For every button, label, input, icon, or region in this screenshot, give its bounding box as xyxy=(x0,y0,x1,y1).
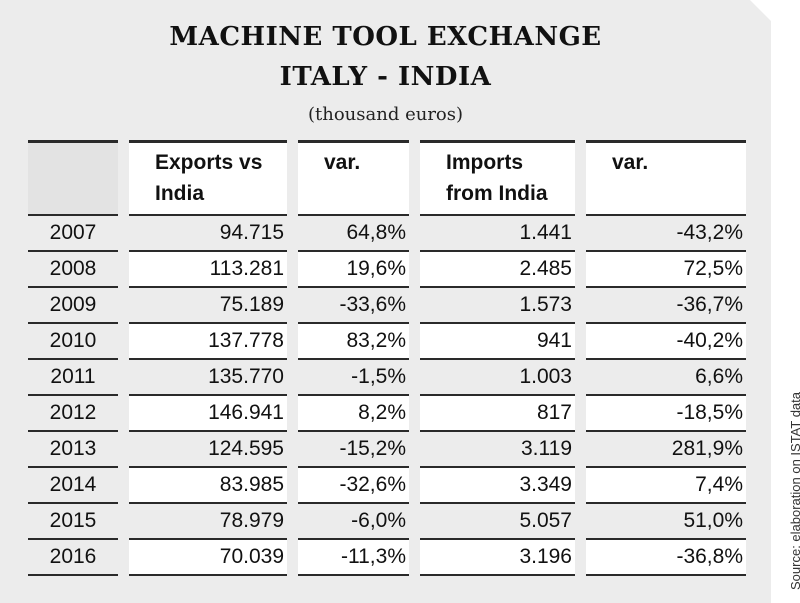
cell-exports: 75.189 xyxy=(129,288,287,324)
table-row: 2013 124.595 -15,2% 3.119 281,9% xyxy=(28,432,746,468)
cell-year: 2015 xyxy=(28,504,118,540)
source-note: Source: elaboration on ISTAT data xyxy=(788,391,800,590)
cell-exports: 83.985 xyxy=(129,468,287,504)
header-row: Exports vs India var. Imports from India… xyxy=(28,140,746,216)
cell-exports-var: -6,0% xyxy=(298,504,409,540)
header-exports: Exports vs India xyxy=(129,140,287,216)
table-row: 2016 70.039 -11,3% 3.196 -36,8% xyxy=(28,540,746,576)
cell-imports: 1.573 xyxy=(420,288,575,324)
cell-exports-var: 83,2% xyxy=(298,324,409,360)
header-imports-var: var. xyxy=(586,140,746,216)
table-row: 2009 75.189 -33,6% 1.573 -36,7% xyxy=(28,288,746,324)
cell-exports: 146.941 xyxy=(129,396,287,432)
cell-year: 2007 xyxy=(28,216,118,252)
cell-imports: 5.057 xyxy=(420,504,575,540)
cell-exports-var: -11,3% xyxy=(298,540,409,576)
table-row: 2011 135.770 -1,5% 1.003 6,6% xyxy=(28,360,746,396)
data-table: Exports vs India var. Imports from India… xyxy=(17,140,757,576)
header-exports-var: var. xyxy=(298,140,409,216)
cell-exports: 70.039 xyxy=(129,540,287,576)
cell-year: 2013 xyxy=(28,432,118,468)
cell-imports: 3.119 xyxy=(420,432,575,468)
cell-year: 2010 xyxy=(28,324,118,360)
cell-imports: 817 xyxy=(420,396,575,432)
cell-year: 2014 xyxy=(28,468,118,504)
cell-year: 2012 xyxy=(28,396,118,432)
cell-exports-var: 64,8% xyxy=(298,216,409,252)
cell-imports-var: 281,9% xyxy=(586,432,746,468)
cell-exports-var: -33,6% xyxy=(298,288,409,324)
header-imports-var-label: var. xyxy=(612,151,649,174)
cell-imports-var: -36,7% xyxy=(586,288,746,324)
title-line-2: ITALY - INDIA xyxy=(279,62,492,92)
cell-imports-var: -18,5% xyxy=(586,396,746,432)
cell-imports: 1.003 xyxy=(420,360,575,396)
cell-year: 2011 xyxy=(28,360,118,396)
table-row: 2007 94.715 64,8% 1.441 -43,2% xyxy=(28,216,746,252)
cell-exports-var: -32,6% xyxy=(298,468,409,504)
cell-year: 2009 xyxy=(28,288,118,324)
header-exports-var-label: var. xyxy=(324,151,361,174)
cell-imports-var: -43,2% xyxy=(586,216,746,252)
table-row: 2014 83.985 -32,6% 3.349 7,4% xyxy=(28,468,746,504)
header-exports-label: Exports vs India xyxy=(155,151,263,205)
table-row: 2015 78.979 -6,0% 5.057 51,0% xyxy=(28,504,746,540)
folded-corner xyxy=(750,0,772,22)
cell-imports-var: 51,0% xyxy=(586,504,746,540)
cell-imports: 1.441 xyxy=(420,216,575,252)
cell-exports: 78.979 xyxy=(129,504,287,540)
cell-imports-var: 72,5% xyxy=(586,252,746,288)
cell-imports-var: -36,8% xyxy=(586,540,746,576)
cell-imports-var: -40,2% xyxy=(586,324,746,360)
cell-year: 2008 xyxy=(28,252,118,288)
cell-imports: 941 xyxy=(420,324,575,360)
subtitle: (thousand euros) xyxy=(307,104,464,125)
cell-exports-var: 8,2% xyxy=(298,396,409,432)
title-line-1: MACHINE TOOL EXCHANGE xyxy=(169,22,602,52)
cell-exports-var: 19,6% xyxy=(298,252,409,288)
cell-exports: 137.778 xyxy=(129,324,287,360)
table-row: 2012 146.941 8,2% 817 -18,5% xyxy=(28,396,746,432)
cell-year: 2016 xyxy=(28,540,118,576)
header-imports: Imports from India xyxy=(420,140,575,216)
cell-exports-var: -15,2% xyxy=(298,432,409,468)
table-row: 2010 137.778 83,2% 941 -40,2% xyxy=(28,324,746,360)
cell-exports: 94.715 xyxy=(129,216,287,252)
cell-imports-var: 7,4% xyxy=(586,468,746,504)
cell-exports: 124.595 xyxy=(129,432,287,468)
cell-imports: 3.349 xyxy=(420,468,575,504)
table-row: 2008 113.281 19,6% 2.485 72,5% xyxy=(28,252,746,288)
header-year xyxy=(28,140,118,216)
cell-exports: 113.281 xyxy=(129,252,287,288)
header-imports-label: Imports from India xyxy=(446,151,548,205)
cell-imports-var: 6,6% xyxy=(586,360,746,396)
cell-exports: 135.770 xyxy=(129,360,287,396)
cell-imports: 2.485 xyxy=(420,252,575,288)
cell-exports-var: -1,5% xyxy=(298,360,409,396)
cell-imports: 3.196 xyxy=(420,540,575,576)
